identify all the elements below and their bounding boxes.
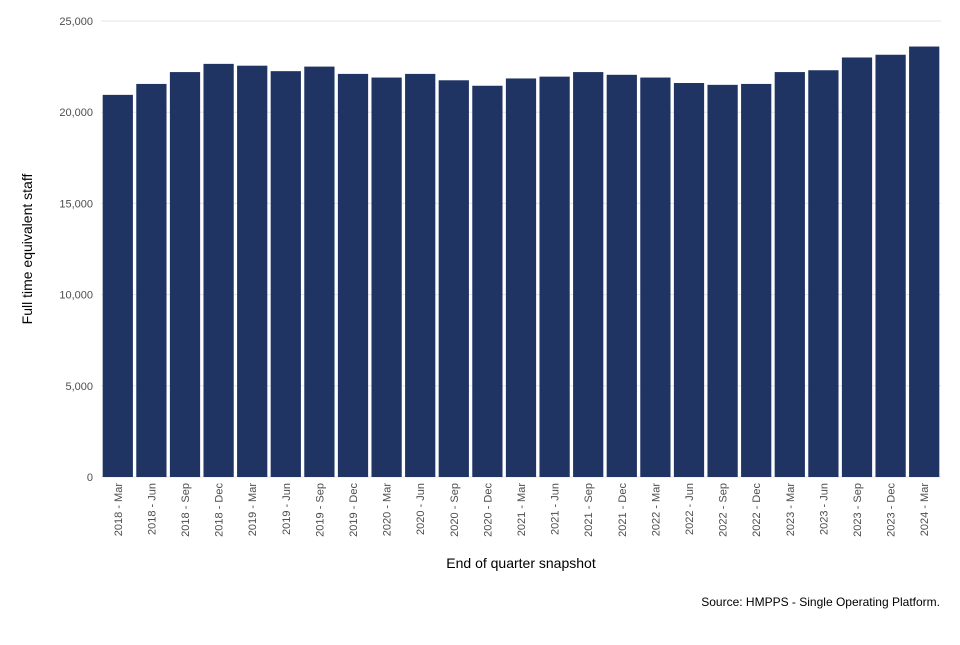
x-tick-label: 2021 - Jun (550, 483, 562, 535)
x-tick-label: 2023 - Dec (886, 483, 898, 537)
x-tick-label: 2018 - Sep (180, 483, 192, 537)
x-axis-title: End of quarter snapshot (446, 555, 596, 571)
y-tick-label: 25,000 (59, 16, 93, 28)
x-tick-label: 2020 - Mar (382, 483, 394, 537)
bar (841, 57, 873, 477)
bar (405, 73, 436, 478)
y-tick-label: 20,000 (59, 107, 93, 119)
y-tick-label: 15,000 (59, 198, 93, 210)
x-tick-label: 2020 - Sep (449, 483, 461, 537)
x-tick-label: 2018 - Mar (113, 483, 125, 537)
bar (808, 70, 839, 478)
bar (102, 94, 133, 477)
bar (270, 71, 301, 477)
bar (573, 72, 604, 478)
x-tick-label: 2021 - Mar (516, 483, 528, 537)
y-tick-label: 10,000 (59, 290, 93, 302)
bars (102, 46, 940, 478)
y-axis-ticks: 0 5,000 10,000 15,000 20,000 25,000 (59, 16, 93, 484)
x-tick-label: 2018 - Dec (214, 483, 226, 537)
bar (741, 83, 772, 477)
bar (707, 84, 738, 477)
bar (136, 83, 167, 477)
bar (673, 83, 705, 478)
x-tick-label: 2019 - Mar (247, 483, 259, 537)
bar (438, 80, 469, 477)
bar (875, 54, 906, 478)
bar (237, 65, 268, 478)
bar (371, 77, 402, 477)
y-axis-title: Full time equivalent staff (19, 174, 35, 325)
x-tick-label: 2022 - Sep (718, 483, 730, 537)
bar (606, 74, 637, 478)
x-tick-label: 2019 - Dec (348, 483, 360, 537)
x-tick-label: 2020 - Jun (415, 483, 427, 535)
x-tick-label: 2023 - Mar (785, 483, 797, 537)
x-tick-label: 2022 - Dec (751, 483, 763, 537)
x-axis-ticks: 2018 - Mar 2018 - Jun 2018 - Sep 2018 - Dec… (113, 483, 931, 537)
bar (909, 46, 940, 477)
x-tick-label: 2022 - Jun (684, 483, 696, 535)
source-note: Source: HMPPS - Single Operating Platfor… (701, 595, 940, 609)
x-tick-label: 2018 - Jun (146, 483, 158, 535)
y-tick-label: 0 (87, 472, 93, 484)
x-tick-label: 2021 - Sep (583, 483, 595, 537)
bar (304, 66, 335, 477)
bar (774, 72, 805, 478)
bar (472, 85, 503, 477)
bar (337, 73, 369, 478)
x-tick-label: 2019 - Sep (314, 483, 326, 537)
x-tick-label: 2023 - Jun (818, 483, 830, 535)
bar (505, 78, 537, 478)
bar (169, 72, 201, 478)
x-tick-label: 2022 - Mar (650, 483, 662, 537)
x-tick-label: 2020 - Dec (482, 483, 494, 537)
x-tick-label: 2021 - Dec (617, 483, 629, 537)
bar (203, 63, 234, 477)
y-tick-label: 5,000 (65, 381, 93, 393)
x-tick-label: 2024 - Mar (919, 483, 931, 537)
x-tick-label: 2019 - Jun (281, 483, 293, 535)
bar (640, 77, 671, 477)
bar (539, 76, 570, 477)
x-tick-label: 2023 - Sep (852, 483, 864, 537)
